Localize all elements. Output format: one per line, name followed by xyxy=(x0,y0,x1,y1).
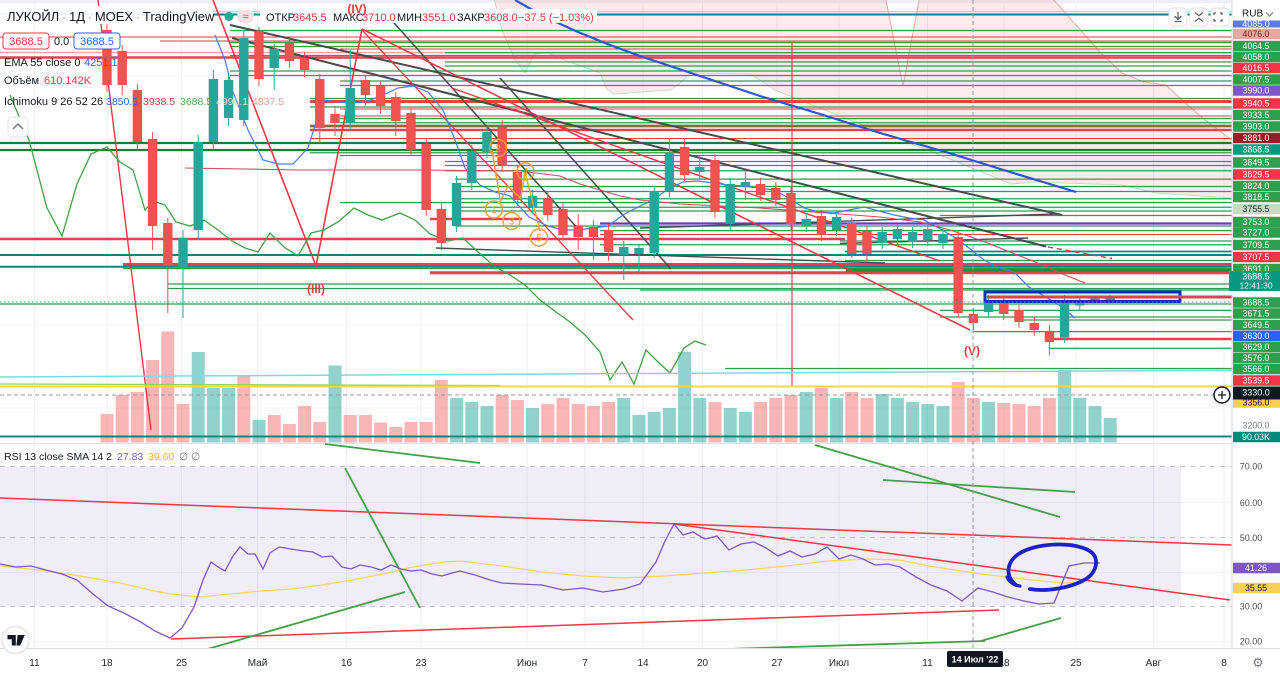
svg-text:3933.5: 3933.5 xyxy=(1243,110,1270,120)
svg-text:МАКС: МАКС xyxy=(333,12,364,24)
svg-text:3576.0: 3576.0 xyxy=(1243,353,1270,363)
svg-text:610.142K: 610.142K xyxy=(44,75,92,87)
svg-text:ОТКР: ОТКР xyxy=(266,12,295,24)
svg-text:8: 8 xyxy=(1221,658,1227,669)
svg-text:Июн: Июн xyxy=(517,658,537,669)
svg-text:3727.0: 3727.0 xyxy=(1243,228,1270,238)
svg-text:3608.0: 3608.0 xyxy=(484,12,518,24)
svg-text:3645.5: 3645.5 xyxy=(293,12,327,24)
svg-text:МИН: МИН xyxy=(397,12,422,24)
svg-text:3753.0: 3753.0 xyxy=(1243,217,1270,227)
svg-text:3938.5: 3938.5 xyxy=(143,96,175,108)
svg-text:3566.0: 3566.0 xyxy=(1243,364,1270,374)
svg-text:4007.5: 4007.5 xyxy=(1243,75,1270,85)
svg-text:3829.5: 3829.5 xyxy=(1243,170,1270,180)
svg-text:1: 1 xyxy=(491,205,497,216)
svg-text:EMA 55 close 0: EMA 55 close 0 xyxy=(4,57,80,69)
svg-text:20.00: 20.00 xyxy=(1240,637,1263,647)
svg-text:3688.5: 3688.5 xyxy=(1242,272,1270,282)
svg-text:(V): (V) xyxy=(964,344,980,358)
svg-text:RSI 13 close SMA 14 2: RSI 13 close SMA 14 2 xyxy=(4,451,112,463)
svg-text:35.55: 35.55 xyxy=(1245,583,1267,593)
svg-text:23: 23 xyxy=(415,658,427,669)
svg-text:3824.0: 3824.0 xyxy=(1243,181,1270,191)
svg-text:3688.5: 3688.5 xyxy=(180,96,212,108)
svg-text:4085.0: 4085.0 xyxy=(1242,19,1270,29)
svg-text:27: 27 xyxy=(771,658,783,669)
svg-text:18: 18 xyxy=(998,658,1010,669)
svg-text:3330.0: 3330.0 xyxy=(1242,388,1270,398)
svg-text:ЗАКР: ЗАКР xyxy=(457,12,485,24)
svg-text:RUB: RUB xyxy=(1242,9,1263,20)
svg-text:16: 16 xyxy=(341,658,353,669)
svg-text:Объём: Объём xyxy=(4,75,39,87)
svg-text:0.0: 0.0 xyxy=(54,36,69,48)
svg-text:3688.5: 3688.5 xyxy=(1243,298,1270,308)
svg-text:4016.5: 4016.5 xyxy=(1243,63,1270,73)
svg-text:3940.5: 3940.5 xyxy=(1243,99,1270,109)
svg-text:3849.5: 3849.5 xyxy=(1243,158,1270,168)
svg-text:4064.5: 4064.5 xyxy=(1243,41,1270,51)
svg-text:3630.0: 3630.0 xyxy=(1243,331,1270,341)
svg-text:3539.5: 3539.5 xyxy=(1243,376,1270,386)
svg-text:70.00: 70.00 xyxy=(1240,462,1263,472)
svg-text:3356.0: 3356.0 xyxy=(1243,398,1270,408)
svg-text:Май: Май xyxy=(248,658,268,669)
svg-text:Июл: Июл xyxy=(829,658,849,669)
svg-text:Авг: Авг xyxy=(1146,658,1162,669)
svg-text:3903.0: 3903.0 xyxy=(1243,122,1270,132)
svg-text:30.00: 30.00 xyxy=(1240,602,1263,612)
svg-text:4: 4 xyxy=(523,167,529,178)
svg-text:3818.5: 3818.5 xyxy=(1243,192,1270,202)
svg-text:3200.0: 3200.0 xyxy=(1243,421,1270,431)
svg-text:4076.0: 4076.0 xyxy=(1243,29,1270,39)
svg-text:3755.5: 3755.5 xyxy=(1243,204,1270,214)
svg-text:5: 5 xyxy=(536,233,542,244)
svg-text:25: 25 xyxy=(1070,658,1082,669)
svg-text:4251.1: 4251.1 xyxy=(84,57,118,69)
svg-text:3649.5: 3649.5 xyxy=(1243,320,1270,330)
svg-text:14 Июл '22: 14 Июл '22 xyxy=(952,655,999,665)
svg-text:3691.0: 3691.0 xyxy=(1243,264,1270,274)
svg-text:4996.1: 4996.1 xyxy=(216,96,248,108)
svg-text:3: 3 xyxy=(509,217,515,228)
svg-text:−37.5 (−1.03%): −37.5 (−1.03%) xyxy=(518,12,594,24)
svg-text:18: 18 xyxy=(101,658,113,669)
svg-text:11: 11 xyxy=(922,658,933,669)
svg-text:3868.5: 3868.5 xyxy=(1243,145,1270,155)
svg-text:3709.5: 3709.5 xyxy=(1243,240,1270,250)
svg-text:11: 11 xyxy=(29,658,40,669)
svg-text:12:41:30: 12:41:30 xyxy=(1239,281,1272,291)
svg-text:⚙: ⚙ xyxy=(1252,655,1264,670)
svg-text:3688.5: 3688.5 xyxy=(9,36,43,48)
svg-text:41.26: 41.26 xyxy=(1245,563,1267,573)
svg-text:ЛУКОЙЛ · 1Д · MOEX · TradingVi: ЛУКОЙЛ · 1Д · MOEX · TradingView xyxy=(7,9,215,24)
svg-text:3688.5: 3688.5 xyxy=(80,36,114,48)
svg-text:(IV): (IV) xyxy=(347,2,366,16)
svg-text:(III): (III) xyxy=(307,282,325,296)
svg-text:60.00: 60.00 xyxy=(1240,498,1263,508)
svg-text:3707.5: 3707.5 xyxy=(1243,252,1270,262)
svg-text:3850.5: 3850.5 xyxy=(106,96,138,108)
svg-text:50.00: 50.00 xyxy=(1240,533,1263,543)
svg-text:∅ ∅: ∅ ∅ xyxy=(179,451,200,463)
svg-text:Ichimoku 9 26 52 26: Ichimoku 9 26 52 26 xyxy=(4,96,103,108)
svg-text:3990.0: 3990.0 xyxy=(1243,86,1270,96)
svg-text:25: 25 xyxy=(176,658,188,669)
svg-text:14: 14 xyxy=(637,658,649,669)
svg-text:4058.0: 4058.0 xyxy=(1243,52,1270,62)
svg-text:3551.0: 3551.0 xyxy=(422,12,456,24)
svg-text:2: 2 xyxy=(495,144,501,155)
svg-text:27.83: 27.83 xyxy=(117,451,143,463)
svg-text:3710.0: 3710.0 xyxy=(362,12,396,24)
svg-text:90.03K: 90.03K xyxy=(1242,432,1270,442)
svg-text:4837.5: 4837.5 xyxy=(252,96,284,108)
svg-text:7: 7 xyxy=(582,658,588,669)
svg-text:3629.0: 3629.0 xyxy=(1243,342,1270,352)
svg-text:3671.5: 3671.5 xyxy=(1243,309,1270,319)
svg-text:39.60: 39.60 xyxy=(148,451,174,463)
svg-text:20: 20 xyxy=(697,658,709,669)
svg-text:≈: ≈ xyxy=(242,11,248,23)
svg-text:3881.0: 3881.0 xyxy=(1243,133,1270,143)
